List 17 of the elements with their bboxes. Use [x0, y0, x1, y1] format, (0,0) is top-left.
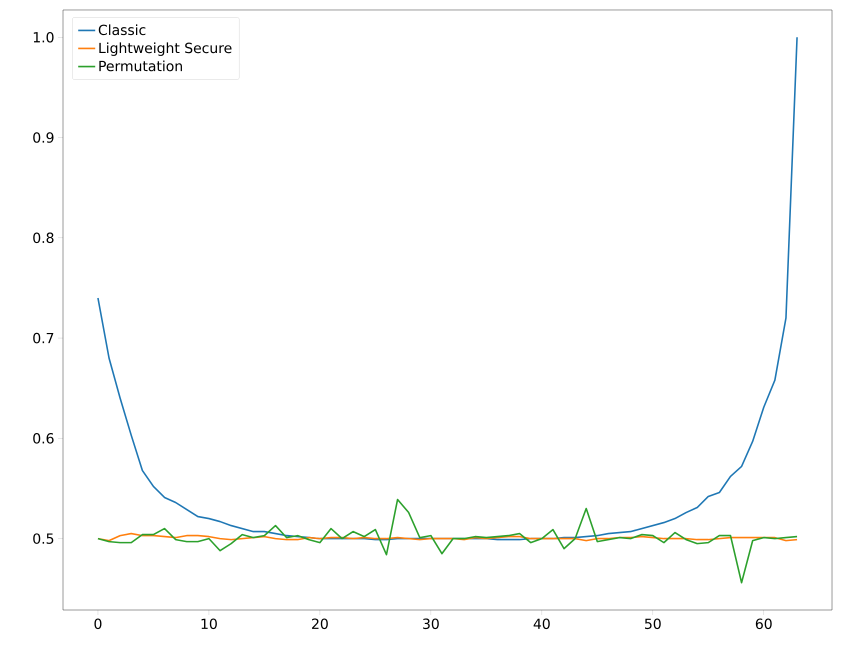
- legend-label: Permutation: [99, 60, 182, 72]
- x-tick-label: 50: [645, 618, 661, 630]
- x-tick-label: 10: [202, 618, 217, 630]
- y-tick-label: 0.5: [33, 533, 54, 544]
- x-tick-label: 60: [756, 618, 772, 630]
- x-tick-label: 40: [534, 618, 550, 630]
- line-series: [97, 498, 798, 584]
- y-tick-label: 0.7: [33, 332, 54, 344]
- y-tick-label: 0.6: [33, 433, 54, 444]
- y-tick-label: 0.8: [33, 232, 54, 244]
- y-tick-label: 0.9: [33, 132, 54, 143]
- legend-label: Classic: [98, 24, 146, 36]
- x-tick-label: 0: [94, 618, 102, 630]
- x-tick-label: 20: [312, 618, 328, 630]
- y-tick-label: 1.0: [34, 32, 54, 43]
- x-tick-label: 30: [423, 618, 439, 630]
- legend-label: Lightweight Secure: [99, 42, 232, 56]
